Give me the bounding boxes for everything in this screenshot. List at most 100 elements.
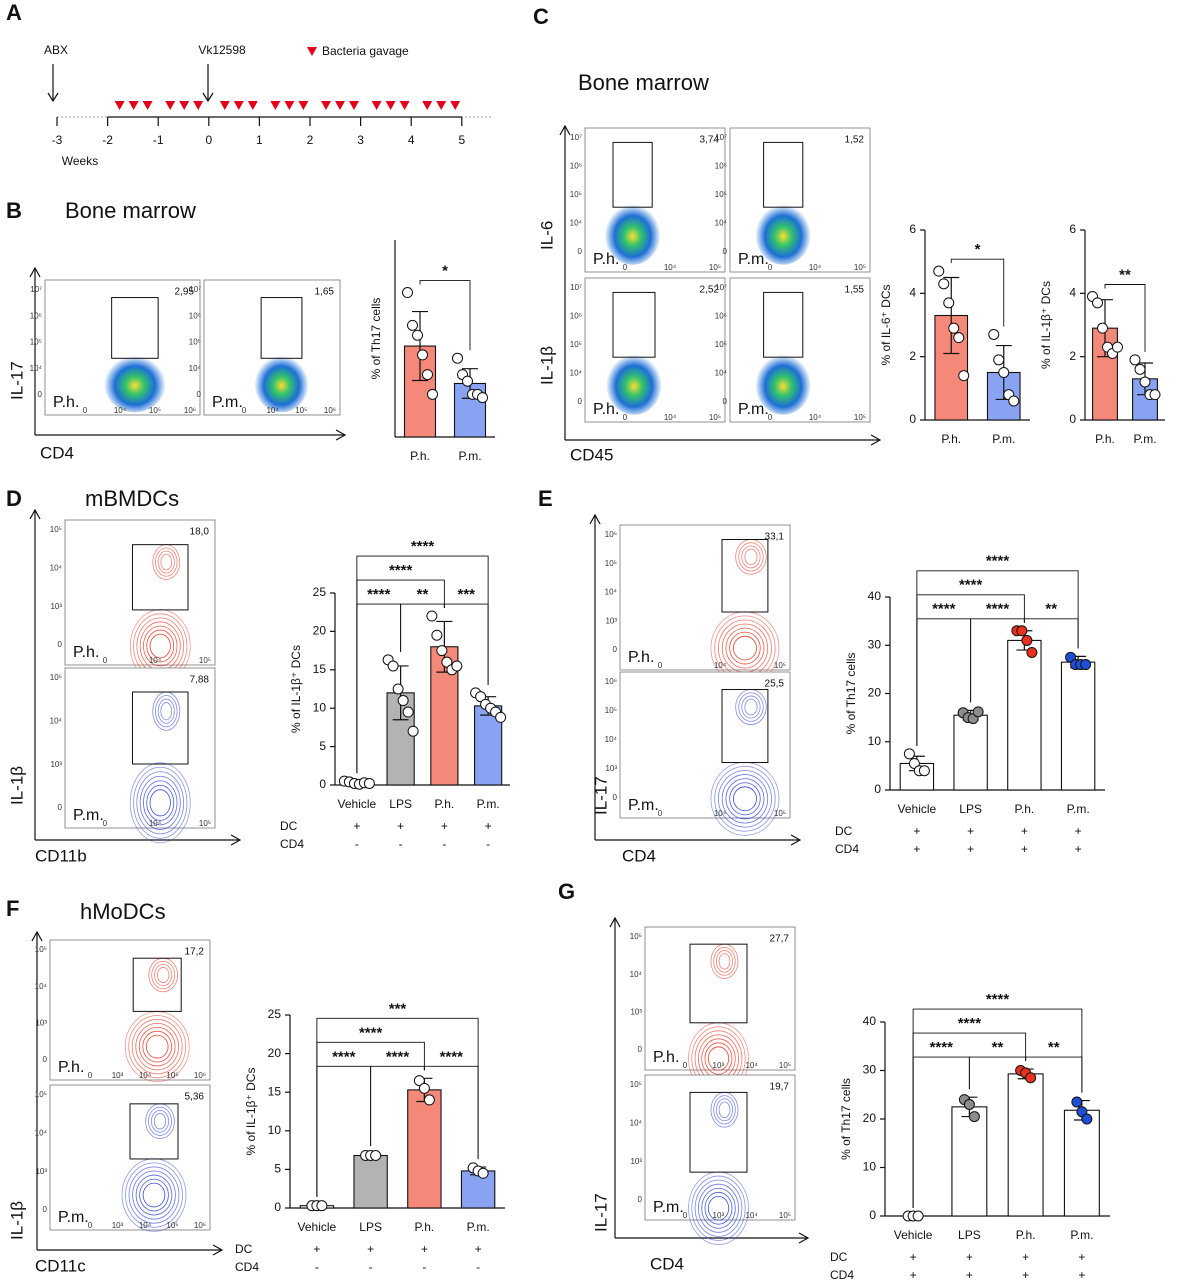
y-tick-label: 20	[863, 1111, 877, 1125]
y-tick-label: 0	[909, 412, 916, 426]
gavage-marker	[165, 101, 176, 110]
arrow-head	[212, 1244, 224, 1256]
y-axis-label: % of Th17 cells	[844, 653, 858, 735]
data-point	[968, 1111, 980, 1123]
flow-y-tick-label: 10³	[35, 1167, 47, 1176]
flow-x-tick-label: 10³	[112, 1071, 124, 1080]
gavage-marker	[335, 101, 345, 110]
condition-mark: +	[475, 1242, 482, 1256]
flow-y-tick-label: 10⁵	[715, 340, 727, 349]
flow-y-tick-label: 10³	[605, 616, 617, 625]
arrow-head	[31, 930, 43, 942]
flow-x-tick-label: 10⁵	[774, 809, 786, 818]
gavage-marker	[321, 101, 331, 110]
data-point	[1149, 389, 1161, 401]
timeline-tick-label: 2	[307, 133, 314, 147]
data-point	[427, 388, 438, 400]
contour	[716, 950, 734, 973]
condition-mark: +	[967, 824, 974, 838]
cell-cloud	[606, 351, 662, 415]
x-tick-label: Vehicle	[298, 1220, 337, 1234]
x-tick-label: P.h.	[414, 1220, 434, 1234]
data-point	[436, 645, 448, 657]
data-point	[972, 706, 984, 718]
significance-label: ***	[457, 586, 475, 603]
flow-plot	[729, 277, 871, 423]
flow-y-tick-label: 10⁵	[630, 932, 642, 941]
y-tick-label: 4	[909, 286, 916, 300]
contour	[146, 784, 175, 821]
plot-frame	[644, 926, 796, 1071]
timeline-tick-label: -3	[52, 133, 63, 147]
data-point	[418, 1082, 430, 1094]
flow-x-tick-label: 10⁵	[779, 1061, 791, 1070]
gate-percent: 5,36	[185, 1092, 205, 1103]
flow-x-tick-label: 10⁴	[745, 1211, 758, 1220]
y-tick-label: 30	[863, 1063, 877, 1077]
contour	[738, 542, 764, 572]
condition-mark: +	[966, 1250, 973, 1264]
condition-mark: +	[913, 842, 920, 856]
gate	[612, 291, 656, 358]
gate-percent: 7,88	[190, 675, 210, 686]
arrow	[47, 64, 59, 103]
data-point	[462, 375, 473, 387]
gavage-marker	[179, 101, 190, 110]
condition-mark: +	[913, 824, 920, 838]
y-axis-label: IL-17	[591, 1193, 610, 1232]
gate	[132, 691, 189, 765]
flow-y-tick-label: 10⁶	[605, 530, 617, 539]
significance-label: **	[1048, 1039, 1060, 1056]
contour	[128, 1166, 180, 1224]
flow-x-tick-label: 0	[658, 809, 663, 818]
y-axis-label: IL-1β	[537, 346, 556, 385]
panel-letter: E	[538, 486, 553, 511]
significance-label: ****	[930, 1039, 954, 1056]
condition-mark: +	[910, 1250, 917, 1264]
gate	[721, 539, 769, 613]
flow-x-tick-label: 0	[103, 656, 108, 665]
data-point	[1139, 376, 1151, 388]
x-tick-label: P.m.	[1133, 432, 1156, 446]
flow-y-tick-label: 0	[613, 645, 618, 654]
flow-x-tick-label: 10⁵	[779, 1211, 791, 1220]
flow-x-tick-label: 10⁴	[714, 809, 727, 818]
flow-x-tick-label: 10⁴	[664, 413, 677, 422]
flow-y-tick-label: 10⁶	[30, 311, 42, 320]
flow-plot	[729, 127, 871, 273]
x-axis-label: CD4	[40, 443, 74, 462]
significance-label: **	[1119, 266, 1131, 283]
sample-label: P.h.	[58, 1059, 84, 1076]
contour	[143, 625, 178, 667]
significance-bracket	[356, 555, 489, 774]
y-axis-label: IL-1β	[7, 766, 26, 805]
gavage-marker	[142, 101, 153, 110]
contour	[729, 782, 761, 816]
flow-x-tick-label: 10⁴	[745, 1061, 758, 1070]
flow-plot	[644, 926, 796, 1095]
sample-label: P.h.	[53, 394, 79, 411]
flow-x-tick-label: 10⁵	[199, 656, 211, 665]
x-axis-label: CD11c	[35, 1256, 86, 1275]
gate-percent: 1,55	[845, 285, 865, 296]
y-tick-label: 0	[874, 782, 881, 796]
flow-x-tick-label: 0	[103, 819, 108, 828]
flow-y-tick-label: 10⁷	[30, 285, 42, 294]
contour	[148, 1106, 172, 1136]
significance-bracket	[912, 1008, 1083, 1208]
flow-y-tick-label: 10⁶	[715, 162, 727, 171]
contour	[694, 1179, 743, 1237]
flow-x-tick-label: 10⁵	[854, 413, 866, 422]
condition-mark: -	[422, 1260, 426, 1274]
contour	[707, 1046, 730, 1071]
gavage-marker	[193, 101, 204, 110]
data-point	[958, 370, 970, 382]
flow-x-tick-label: 10⁵	[709, 263, 721, 272]
bar	[951, 1106, 988, 1217]
significance-bracket	[316, 1017, 479, 1197]
flow-x-tick-label: 10⁵	[854, 263, 866, 272]
x-tick-label: P.m.	[477, 797, 500, 811]
gate	[612, 141, 653, 208]
condition-mark: -	[315, 1260, 319, 1274]
y-tick-label: 0	[274, 1200, 281, 1214]
